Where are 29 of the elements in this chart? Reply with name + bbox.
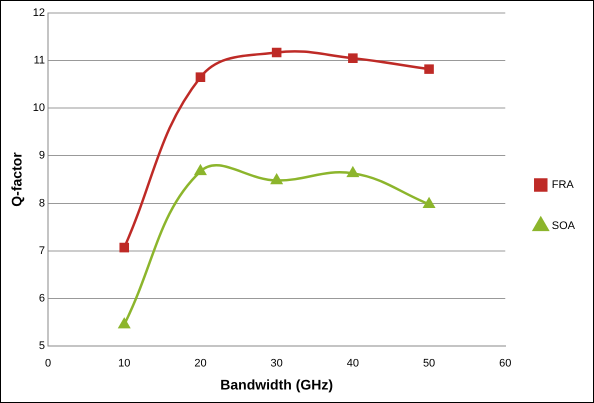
y-tick-label: 12 [32,7,46,20]
point [271,174,282,184]
y-tick-label: 10 [32,102,46,114]
point [196,72,206,82]
point [347,167,358,178]
x-tick-label: 30 [270,358,283,370]
point [119,242,130,252]
y-tick-label: 6 [38,292,46,304]
y-tick-label: 5 [38,340,46,352]
x-tick-label: 0 [44,358,52,370]
x-axis-title: Bandwidth (GHz) [220,376,334,392]
point [348,53,358,63]
point [272,48,282,58]
point [423,198,435,208]
y-tick-label: 8 [38,197,46,210]
x-tick-label: 50 [422,358,436,370]
y-tick-label: 9 [38,150,46,162]
point [424,64,434,74]
point [118,318,130,328]
y-axis-title: Q-factor [8,152,24,207]
y-tick-label: 7 [38,244,46,257]
y-tick-label: 11 [34,54,46,67]
x-tick-label: 40 [346,358,359,370]
legend-label: FRA [552,179,574,192]
legend-label: SOA [552,220,576,232]
x-tick-label: 10 [118,358,130,370]
point [194,165,206,176]
x-tick-label: 60 [499,358,512,370]
x-tick-label: 20 [194,358,207,370]
